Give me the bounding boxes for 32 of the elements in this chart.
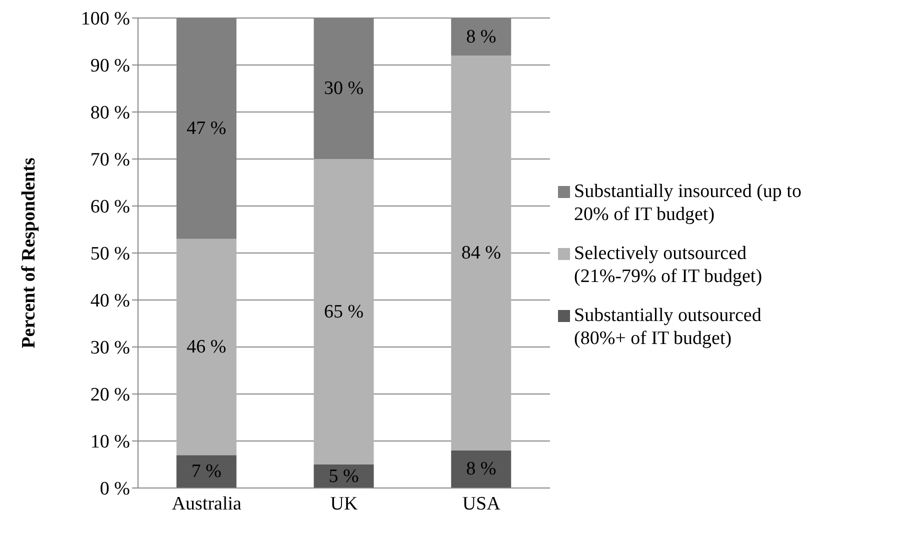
data-label: 46 % (186, 336, 226, 358)
bar (176, 455, 236, 488)
bar (314, 159, 374, 464)
y-tick-label: 40 % (90, 290, 130, 312)
y-tick-label: 30 % (90, 338, 130, 359)
bar (451, 56, 512, 450)
y-tick-label: 50 % (90, 244, 130, 265)
legend-label: Substantially outsourced (80%+ of IT budget) (574, 304, 762, 350)
bar (176, 238, 236, 456)
data-label: 8 % (466, 26, 496, 48)
y-tick-label: 80 % (90, 102, 130, 124)
y-tick-label: 0 % (100, 478, 130, 500)
y-axis-title: Percent of Respondents (18, 158, 40, 348)
x-tick-label: UK (330, 493, 358, 514)
data-label: 47 % (186, 118, 226, 139)
y-tick-label: 60 % (90, 196, 130, 218)
y-tick-label: 10 % (90, 432, 130, 453)
y-tick-label: 20 % (90, 384, 130, 406)
y-tick-label: 70 % (90, 150, 130, 171)
x-tick-label: USA (462, 493, 501, 514)
data-label: 65 % (324, 301, 364, 322)
data-label: 5 % (328, 466, 359, 487)
legend-label: Selectively outsourced (21%-79% of IT budget) (574, 242, 764, 288)
data-label: 7 % (191, 461, 222, 482)
data-label: 8 % (466, 458, 496, 480)
data-label: 84 % (461, 242, 502, 264)
data-label: 30 % (324, 78, 364, 99)
y-tick-label: 100 % (80, 8, 130, 30)
x-tick-label: Australia (172, 493, 242, 514)
bar (451, 450, 512, 488)
legend-label: Substantially insourced (up to 20% of IT budget) (574, 180, 802, 226)
y-tick-label: 90 % (90, 56, 130, 77)
